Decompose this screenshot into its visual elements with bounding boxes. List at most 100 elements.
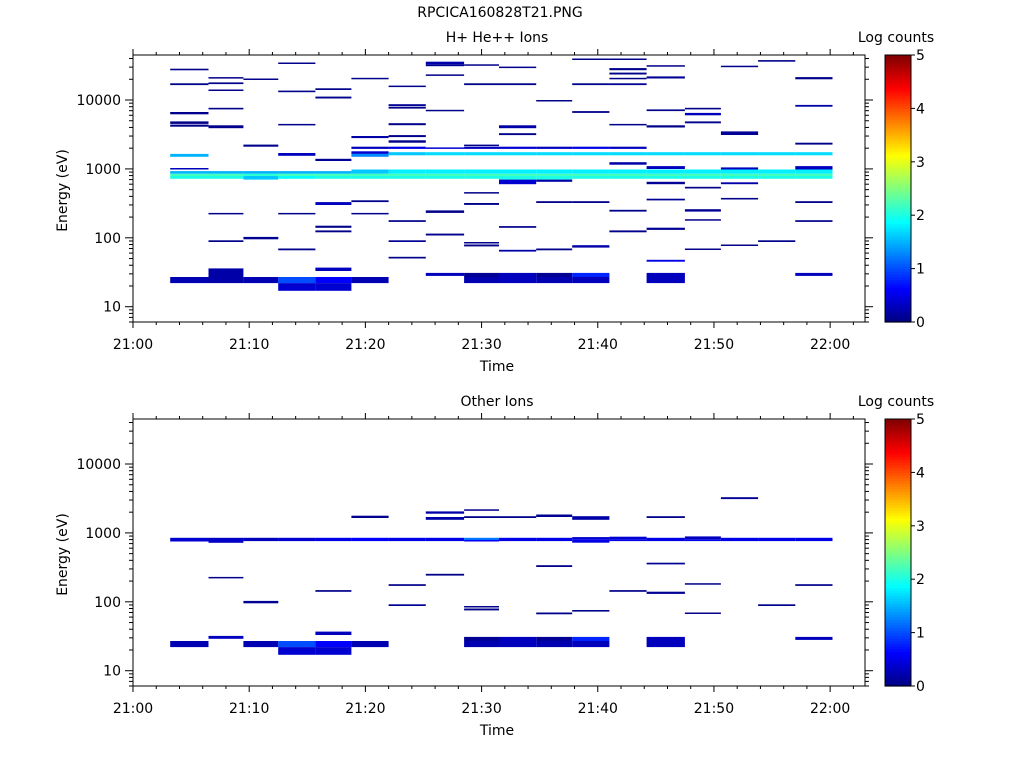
colorbar-step xyxy=(885,541,911,546)
spectrogram-cell xyxy=(170,153,209,157)
spectrogram-cell xyxy=(646,277,685,284)
colorbar-step xyxy=(885,440,911,444)
colorbar-step xyxy=(885,477,911,482)
spectrogram-cell xyxy=(572,58,610,60)
panel-title: Other Ions xyxy=(460,394,533,410)
spectrogram-h-he-ions: 21:00 21:10 21:20 21:30 21:40 21:50 22:0010100… xyxy=(55,30,934,375)
spectrogram-cell xyxy=(499,125,537,129)
spectrogram-cell xyxy=(315,537,352,542)
spectrogram-cell xyxy=(499,152,537,156)
spectrogram-cell xyxy=(609,83,647,86)
colorbar-step xyxy=(885,539,911,543)
spectrogram-cell xyxy=(243,144,279,147)
spectrogram-cell xyxy=(315,230,352,233)
spectrogram-cell xyxy=(464,641,499,648)
spectrogram-cell xyxy=(315,631,352,635)
spectrogram-cell xyxy=(609,176,647,179)
colorbar-step xyxy=(885,177,911,182)
colorbar-step xyxy=(885,488,911,492)
spectrogram-cell xyxy=(795,166,833,170)
spectrogram-cell xyxy=(208,176,244,179)
colorbar-step xyxy=(885,589,911,594)
colorbar-step xyxy=(885,92,911,96)
colorbar-step xyxy=(885,281,911,286)
colorbar-step xyxy=(885,65,911,69)
colorbar-step xyxy=(885,672,911,676)
spectrogram-cell xyxy=(684,186,721,189)
spectrogram-cell xyxy=(351,537,389,542)
spectrogram-cell xyxy=(464,169,499,174)
spectrogram-cell xyxy=(795,201,833,203)
colorbar-step xyxy=(885,140,911,144)
spectrogram-cell xyxy=(315,283,352,291)
spectrogram-cell xyxy=(278,173,316,176)
colorbar-step xyxy=(885,63,911,67)
colorbar-step xyxy=(885,456,911,460)
spectrogram-cell xyxy=(758,152,796,156)
spectrogram-cell xyxy=(425,537,465,542)
colorbar-step xyxy=(885,121,911,126)
spectrogram-cell xyxy=(758,240,796,242)
spectrogram-cell xyxy=(499,641,537,648)
colorbar-step xyxy=(885,260,911,264)
spectrogram-cell xyxy=(684,612,721,614)
spectrogram-cell xyxy=(536,612,573,615)
colorbar-step xyxy=(885,659,911,663)
colorbar-step xyxy=(885,560,911,564)
spectrogram-cell xyxy=(536,248,573,251)
spectrogram-cell xyxy=(208,107,244,110)
spectrogram-cell xyxy=(536,636,573,641)
x-tick-label: 21:20 xyxy=(345,701,385,717)
spectrogram-cell xyxy=(278,90,316,93)
colorbar-step xyxy=(885,528,911,532)
colorbar-step xyxy=(885,273,911,278)
spectrogram-cell xyxy=(646,562,685,565)
spectrogram-cell xyxy=(351,515,389,518)
spectrogram-cell xyxy=(351,173,389,176)
colorbar-step xyxy=(885,485,911,490)
spectrogram-cell xyxy=(795,173,833,176)
spectrogram-cell xyxy=(388,146,426,149)
colorbar-step xyxy=(885,212,911,216)
colorbar-step xyxy=(885,297,911,302)
colorbar-step xyxy=(885,525,911,530)
spectrogram-cell xyxy=(351,212,389,215)
spectrogram-cell xyxy=(684,173,721,176)
colorbar-step xyxy=(885,437,911,441)
spectrogram-cell xyxy=(536,201,573,203)
colorbar-step xyxy=(885,79,911,83)
spectrogram-cell xyxy=(208,268,244,284)
colorbar-step xyxy=(885,159,911,163)
spectrogram-cell xyxy=(536,537,573,542)
spectrogram-cell xyxy=(278,171,316,174)
colorbar-step xyxy=(885,276,911,280)
colorbar-step xyxy=(885,119,911,123)
x-tick-label: 21:00 xyxy=(113,337,153,353)
spectrogram-cell xyxy=(795,537,833,542)
colorbar-step xyxy=(885,427,911,431)
colorbar-step xyxy=(885,429,911,433)
spectrogram-cell xyxy=(425,74,465,76)
spectrogram-cell xyxy=(609,536,647,540)
spectrogram-cell xyxy=(425,573,465,576)
spectrogram-cell xyxy=(572,537,610,540)
colorbar-step xyxy=(885,480,911,484)
colorbar-step xyxy=(885,145,911,150)
colorbar-step xyxy=(885,640,911,644)
colorbar-step xyxy=(885,656,911,660)
spectrogram-cell xyxy=(499,277,537,284)
spectrogram-cell xyxy=(208,89,244,91)
spectrogram-cell xyxy=(278,248,316,251)
spectrogram-cell xyxy=(351,200,389,203)
colorbar-step xyxy=(885,111,911,115)
colorbar-step xyxy=(885,319,911,323)
spectrogram-cell xyxy=(278,283,316,291)
colorbar-step xyxy=(885,576,911,580)
spectrogram-cell xyxy=(315,158,352,161)
spectrogram-cell xyxy=(388,220,426,222)
colorbar-step xyxy=(885,164,911,168)
spectrogram-cell xyxy=(499,516,537,518)
colorbar-step xyxy=(885,300,911,304)
spectrogram-cell xyxy=(315,173,352,176)
colorbar-tick-label: 3 xyxy=(916,155,925,171)
